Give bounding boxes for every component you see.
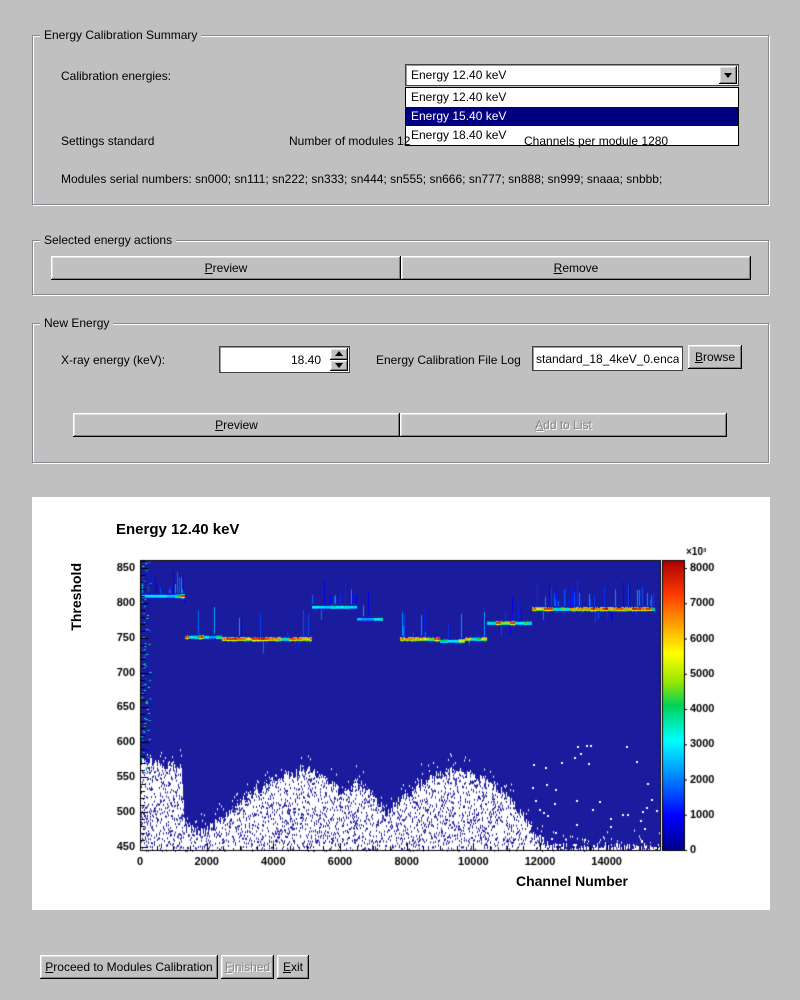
energy-calibration-summary-group: Energy Calibration Summary Calibration e…: [32, 28, 769, 205]
combobox-value: Energy 12.40 keV: [411, 68, 507, 82]
energy-dropdown-list: Energy 12.40 keV Energy 15.40 keV Energy 1…: [405, 87, 739, 146]
calibration-energies-label: Calibration energies:: [61, 69, 172, 83]
file-log-input[interactable]: [532, 346, 683, 371]
xray-energy-label: X-ray energy (keV):: [61, 353, 166, 367]
dropdown-option[interactable]: Energy 15.40 keV: [406, 107, 738, 126]
combobox-dropdown-button[interactable]: [719, 66, 737, 84]
new-energy-group: New Energy X-ray energy (keV): Energy Ca…: [32, 316, 769, 463]
spin-down-button[interactable]: [330, 359, 348, 371]
file-log-label: Energy Calibration File Log: [376, 353, 521, 367]
modules-serial-numbers-label: Modules serial numbers: sn000; sn111; sn…: [61, 172, 663, 186]
energy-calibration-summary-legend: Energy Calibration Summary: [40, 28, 202, 42]
spin-up-button[interactable]: [330, 348, 348, 360]
arrow-down-icon: [335, 362, 343, 368]
xray-energy-input[interactable]: [221, 348, 325, 371]
new-energy-legend: New Energy: [40, 316, 114, 330]
arrow-up-icon: [335, 351, 343, 357]
xray-energy-spinbox: [219, 346, 350, 373]
spinbox-arrows: [330, 348, 348, 371]
plot-title: Energy 12.40 keV: [116, 521, 240, 538]
chevron-down-icon: [724, 72, 732, 78]
dropdown-option[interactable]: Energy 12.40 keV: [411, 90, 507, 104]
heatmap-canvas: [32, 547, 770, 877]
settings-standard-label: Settings standard: [61, 134, 155, 148]
dropdown-option[interactable]: Energy 18.40 keV: [411, 128, 507, 142]
channels-per-module-label: Channels per module 1280: [524, 134, 669, 148]
calibration-energies-combobox[interactable]: Energy 12.40 keV: [405, 64, 739, 86]
plot-xlabel: Channel Number: [515, 873, 628, 889]
selected-energy-actions-legend: Selected energy actions: [40, 233, 177, 247]
calibration-plot-panel: Energy 12.40 keV Threshold Channel Numbe…: [32, 497, 770, 910]
number-of-modules-label: Number of modules 12: [289, 134, 411, 148]
